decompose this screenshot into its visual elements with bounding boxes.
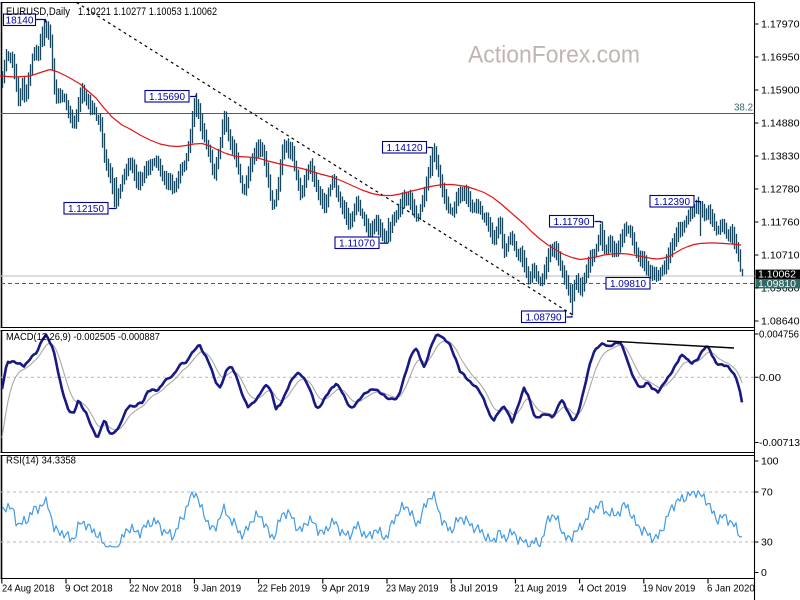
svg-text:-0.00713: -0.00713: [759, 437, 800, 449]
svg-text:1.14120: 1.14120: [387, 142, 423, 154]
svg-text:70: 70: [761, 487, 773, 499]
svg-text:1.16950: 1.16950: [761, 52, 800, 64]
svg-text:1.12150: 1.12150: [68, 203, 104, 215]
svg-text:8 Jul 2019: 8 Jul 2019: [450, 583, 498, 595]
svg-text:1.15690: 1.15690: [149, 91, 185, 103]
svg-text:9 Oct 2018: 9 Oct 2018: [65, 583, 113, 595]
svg-text:1.10710: 1.10710: [761, 250, 800, 262]
svg-text:1.09810: 1.09810: [758, 278, 796, 290]
svg-text:22 Feb 2019: 22 Feb 2019: [258, 583, 311, 595]
svg-text:0.00: 0.00: [759, 372, 781, 384]
svg-text:30: 30: [761, 537, 773, 549]
svg-text:1.11760: 1.11760: [761, 217, 800, 229]
svg-text:1.11070: 1.11070: [339, 238, 375, 250]
svg-text:MACD(12,26,9) -0.002505 -0.000: MACD(12,26,9) -0.002505 -0.000887: [6, 331, 160, 343]
svg-text:4 Oct 2019: 4 Oct 2019: [579, 583, 627, 595]
svg-text:100: 100: [761, 456, 779, 468]
svg-text:22 Nov 2018: 22 Nov 2018: [129, 583, 182, 595]
svg-text:1.12780: 1.12780: [761, 184, 800, 196]
svg-text:23 May 2019: 23 May 2019: [386, 583, 439, 595]
svg-text:1.09810: 1.09810: [610, 278, 646, 290]
svg-text:1.13830: 1.13830: [761, 151, 800, 163]
svg-text:1.08640: 1.08640: [761, 316, 800, 328]
svg-text:24 Aug 2018: 24 Aug 2018: [2, 583, 55, 595]
svg-text:1.11790: 1.11790: [554, 216, 590, 228]
svg-text:0.004756: 0.004756: [759, 329, 799, 341]
svg-text:1.10221 1.10277 1.10053 1.1006: 1.10221 1.10277 1.10053 1.10062: [78, 6, 217, 18]
svg-text:EURUSD,Daily: EURUSD,Daily: [6, 6, 70, 18]
svg-text:1.08790: 1.08790: [526, 312, 562, 324]
svg-text:1.15900: 1.15900: [761, 85, 800, 97]
svg-text:1.14880: 1.14880: [761, 118, 800, 130]
svg-text:1.10062: 1.10062: [758, 268, 796, 280]
svg-text:19 Nov 2019: 19 Nov 2019: [643, 583, 696, 595]
svg-text:18140: 18140: [6, 14, 34, 26]
svg-text:RSI(14) 34.3358: RSI(14) 34.3358: [6, 455, 76, 467]
svg-text:9 Apr 2019: 9 Apr 2019: [322, 583, 370, 595]
svg-text:38.2: 38.2: [734, 102, 753, 114]
svg-text:1.17970: 1.17970: [761, 19, 800, 31]
svg-text:ActionForex.com: ActionForex.com: [468, 42, 640, 69]
svg-text:0: 0: [761, 567, 767, 579]
svg-text:21 Aug 2019: 21 Aug 2019: [514, 583, 567, 595]
svg-text:1.12390: 1.12390: [654, 196, 690, 208]
svg-text:6 Jan 2020: 6 Jan 2020: [707, 583, 755, 595]
svg-text:9 Jan 2019: 9 Jan 2019: [193, 583, 241, 595]
